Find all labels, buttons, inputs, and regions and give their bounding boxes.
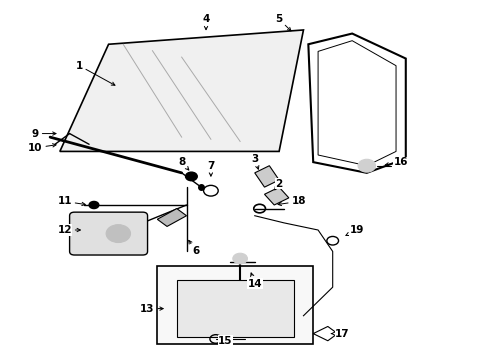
Text: 19: 19: [346, 225, 364, 235]
Text: 2: 2: [275, 179, 283, 190]
Text: 9: 9: [32, 129, 56, 139]
Polygon shape: [255, 166, 279, 187]
FancyBboxPatch shape: [70, 212, 147, 255]
Text: 10: 10: [28, 143, 56, 153]
Polygon shape: [177, 280, 294, 337]
Text: 17: 17: [332, 329, 350, 339]
Circle shape: [186, 172, 197, 181]
Text: 13: 13: [140, 303, 163, 314]
Text: 1: 1: [76, 61, 115, 85]
Circle shape: [89, 202, 99, 208]
Polygon shape: [60, 30, 303, 152]
Circle shape: [233, 253, 247, 264]
Text: 7: 7: [207, 161, 215, 176]
Text: 5: 5: [275, 14, 291, 31]
Bar: [157, 266, 313, 344]
Polygon shape: [265, 187, 289, 205]
Text: 6: 6: [189, 240, 200, 256]
Text: 14: 14: [247, 273, 262, 289]
Text: 16: 16: [385, 157, 408, 167]
Text: 11: 11: [57, 197, 85, 206]
Text: 15: 15: [218, 336, 233, 346]
Text: 12: 12: [57, 225, 80, 235]
Text: 8: 8: [178, 157, 189, 170]
Text: 3: 3: [251, 154, 259, 169]
Text: 18: 18: [278, 197, 306, 206]
Text: 4: 4: [202, 14, 210, 30]
Circle shape: [358, 159, 375, 172]
Polygon shape: [157, 208, 187, 226]
Circle shape: [106, 225, 130, 243]
